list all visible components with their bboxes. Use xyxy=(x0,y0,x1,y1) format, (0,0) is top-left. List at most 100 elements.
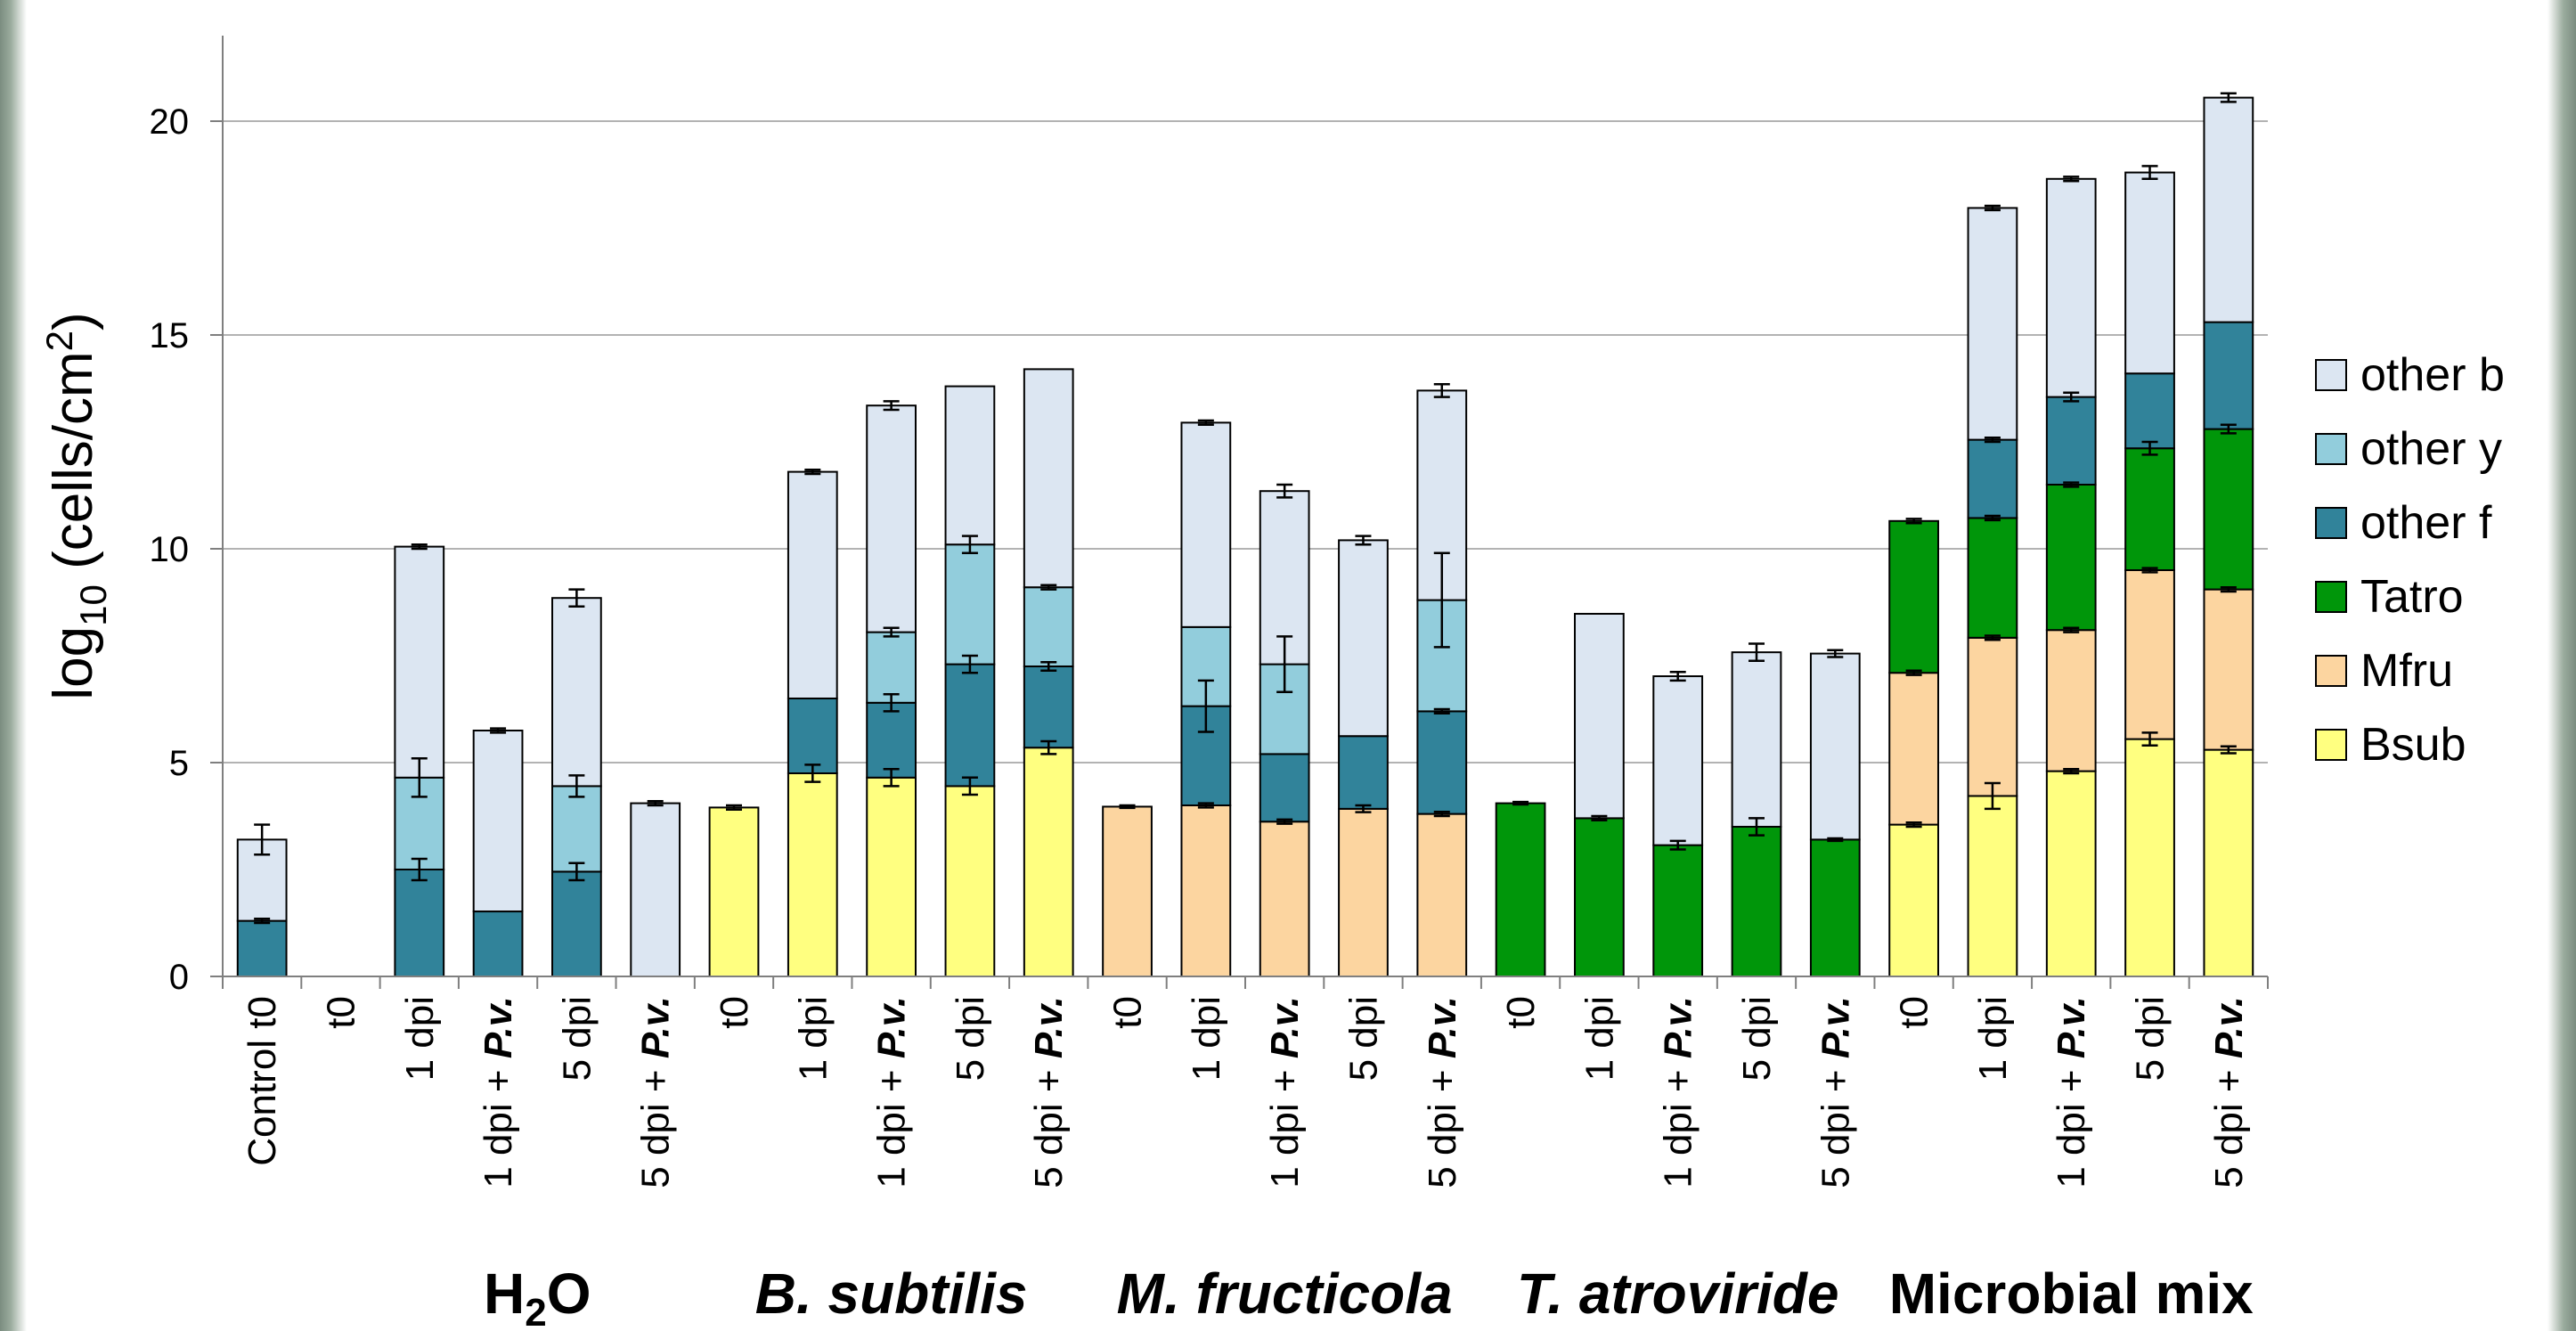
bar-9-other-y xyxy=(866,631,917,704)
error-bar-25-tatro xyxy=(2141,440,2158,456)
bar-11-other-f xyxy=(1023,666,1074,749)
group-label-b-subtilis: B. subtilis xyxy=(755,1262,1028,1326)
y-tick-label-10: 10 xyxy=(150,530,190,569)
x-label-21: 5 dpi + P.v. xyxy=(1814,996,1857,1188)
error-bar-22-mfru xyxy=(1905,669,1922,676)
bar-7-bsub xyxy=(708,806,760,978)
x-label-6: 5 dpi + P.v. xyxy=(634,996,678,1188)
group-label-ho: H2O xyxy=(484,1262,591,1331)
error-bar-5-other-f xyxy=(568,861,585,882)
error-bar-3-other-b xyxy=(411,543,428,551)
error-bar-1-other-f xyxy=(254,917,271,925)
bar-15-other-f xyxy=(1338,735,1389,810)
x-label-3: 1 dpi xyxy=(398,996,442,1081)
bar-22-mfru xyxy=(1888,672,1939,826)
bar-26-bsub xyxy=(2203,748,2254,977)
bar-14-other-f xyxy=(1259,753,1310,823)
error-bar-1-other-b xyxy=(254,823,271,856)
bar-19-other-b xyxy=(1652,675,1704,846)
bar-5-other-f xyxy=(551,870,602,978)
bar-21-other-b xyxy=(1809,652,1861,841)
error-bar-24-mfru xyxy=(2063,626,2080,633)
error-bar-13-other-f xyxy=(1197,679,1214,733)
x-category-labels: Control t0 t0 1 dpi 1 dpi + P.v. 5 dpi 5 dpi … xyxy=(240,996,2251,1188)
error-bar-14-mfru xyxy=(1276,818,1293,825)
bar-16-other-f xyxy=(1416,710,1468,815)
bar-25-other-b xyxy=(2124,171,2175,375)
y-tick-labels: 0 5 10 15 20 xyxy=(150,102,190,997)
error-bar-21-tatro xyxy=(1827,837,1844,843)
x-label-15: 5 dpi xyxy=(1341,996,1385,1081)
error-bar-24-other-f xyxy=(2063,391,2080,403)
bar-5-other-y xyxy=(551,785,602,873)
error-bar-10-other-y xyxy=(961,535,978,555)
error-bar-11-other-f xyxy=(1040,660,1057,673)
bar-14-mfru xyxy=(1259,821,1310,977)
x-label-13: 1 dpi xyxy=(1185,996,1228,1081)
bar-26-mfru xyxy=(2203,588,2254,751)
legend-swatch-mfru xyxy=(2315,655,2347,687)
error-bar-9-bsub xyxy=(883,767,900,788)
bar-25-mfru xyxy=(2124,569,2175,740)
bar-19-tatro xyxy=(1652,844,1704,978)
legend-item-mfru: Mfru xyxy=(2315,645,2453,697)
error-bar-12-mfru xyxy=(1119,804,1136,810)
error-bar-24-other-b xyxy=(2063,176,2080,183)
y-tick-label-5: 5 xyxy=(169,744,189,783)
error-bar-3-other-y xyxy=(411,756,428,798)
bar-26-other-f xyxy=(2203,321,2254,430)
error-bar-26-bsub xyxy=(2220,745,2237,755)
error-bar-23-other-b xyxy=(1984,204,2001,212)
error-bar-10-bsub xyxy=(961,776,978,796)
error-bar-5-other-y xyxy=(568,774,585,798)
error-bar-26-tatro xyxy=(2220,423,2237,435)
bar-22-bsub xyxy=(1888,823,1939,977)
error-bar-15-mfru xyxy=(1355,804,1372,813)
y-tick-label-15: 15 xyxy=(150,316,190,355)
x-label-24: 1 dpi + P.v. xyxy=(2050,996,2093,1188)
bar-25-tatro xyxy=(2124,447,2175,572)
error-bar-6-other-b xyxy=(647,799,664,807)
x-label-19: 1 dpi + P.v. xyxy=(1657,996,1700,1188)
x-label-8: 1 dpi xyxy=(791,996,835,1081)
bar-8-bsub xyxy=(787,772,838,977)
bar-22-tatro xyxy=(1888,519,1939,674)
x-label-12: t0 xyxy=(1106,996,1150,1029)
y-axis-title: log10 (cells/cm2) xyxy=(38,312,114,699)
bar-10-bsub xyxy=(944,785,996,978)
bar-13-other-b xyxy=(1180,421,1232,628)
error-bar-23-other-f xyxy=(1984,436,2001,444)
x-label-9: 1 dpi + P.v. xyxy=(870,996,914,1188)
x-label-25: 5 dpi xyxy=(2129,996,2172,1081)
error-bar-25-mfru xyxy=(2141,567,2158,574)
error-bar-24-tatro xyxy=(2063,481,2080,488)
legend-item-other-y: other y xyxy=(2315,423,2502,475)
legend-item-other-b: other b xyxy=(2315,349,2505,401)
bar-18-other-b xyxy=(1574,612,1625,820)
bar-24-bsub xyxy=(2045,770,2097,977)
bar-3-other-f xyxy=(394,869,445,977)
error-bar-5-other-b xyxy=(568,588,585,608)
legend-swatch-tatro xyxy=(2315,581,2347,613)
bar-15-mfru xyxy=(1338,807,1389,978)
bar-26-other-b xyxy=(2203,96,2254,323)
error-bar-13-mfru xyxy=(1197,802,1214,809)
legend-swatch-bsub xyxy=(2315,729,2347,761)
bar-24-other-b xyxy=(2045,177,2097,398)
bar-16-mfru xyxy=(1416,812,1468,977)
error-bar-14-other-y xyxy=(1276,635,1293,694)
bar-9-other-b xyxy=(866,404,917,633)
error-bar-19-tatro xyxy=(1669,839,1686,851)
error-bar-18-tatro xyxy=(1591,814,1608,822)
x-label-16: 5 dpi + P.v. xyxy=(1421,996,1464,1188)
error-bar-23-tatro xyxy=(1984,514,2001,522)
error-bar-9-other-f xyxy=(883,692,900,713)
bar-4-other-f xyxy=(472,910,524,977)
legend-item-other-f: other f xyxy=(2315,497,2492,549)
group-label-t-atroviride: T. atroviride xyxy=(1517,1262,1839,1326)
bar-24-tatro xyxy=(2045,484,2097,632)
x-label-20: 5 dpi xyxy=(1735,996,1779,1081)
error-bar-11-bsub xyxy=(1040,739,1057,755)
legend-label-bsub: Bsub xyxy=(2360,719,2466,771)
